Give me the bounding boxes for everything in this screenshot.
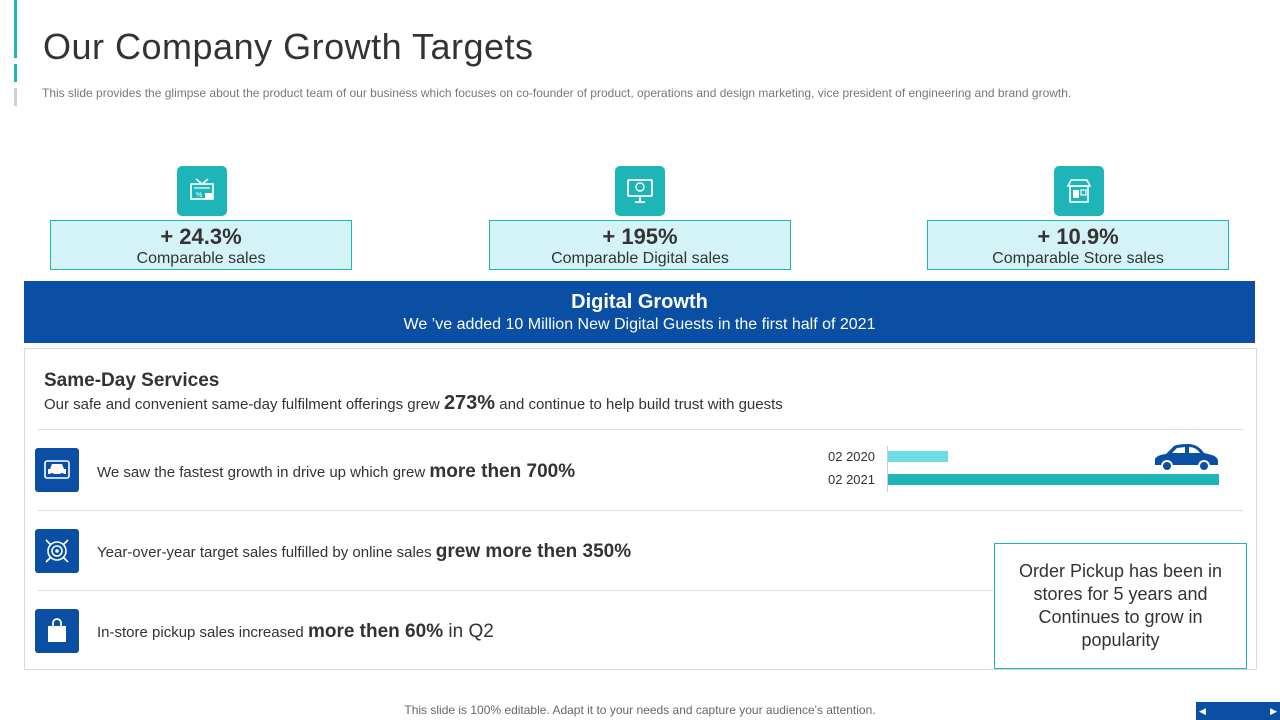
- storefront-icon: [1054, 166, 1104, 216]
- services-description: Our safe and convenient same-day fulfilm…: [44, 392, 783, 415]
- stat-value: + 10.9%: [1037, 224, 1119, 249]
- services-desc-text-end: and continue to help build trust with gu…: [495, 396, 783, 413]
- online-payment-monitor-icon: [615, 166, 665, 216]
- stat-card-digital-sales: + 195% Comparable Digital sales: [489, 220, 791, 270]
- services-panel: [24, 348, 1257, 670]
- stat-label: Comparable sales: [136, 250, 266, 267]
- service-row-in-store-pickup: In-store pickup sales increased more the…: [97, 621, 494, 643]
- stat-label: Comparable Digital sales: [551, 250, 729, 267]
- digital-growth-banner: Digital Growth We ’ve added 10 Million N…: [24, 281, 1255, 343]
- shopping-bag-icon: [35, 609, 79, 653]
- services-title: Same-Day Services: [44, 370, 220, 391]
- row-text: Year-over-year target sales fulfilled by…: [97, 544, 436, 561]
- title-accent-bar-gray: [14, 88, 17, 106]
- bar-label-2020: 02 2020: [828, 449, 875, 464]
- services-desc-highlight: 273%: [443, 392, 496, 414]
- svg-text:%: %: [196, 192, 202, 199]
- services-desc-text: Our safe and convenient same-day fulfilm…: [44, 396, 444, 413]
- order-pickup-callout: Order Pickup has been in stores for 5 ye…: [994, 543, 1247, 669]
- row-text: We saw the fastest growth in drive up wh…: [97, 464, 430, 481]
- stat-card-comparable-sales: + 24.3% Comparable sales: [50, 220, 352, 270]
- banner-title: Digital Growth: [571, 291, 708, 313]
- title-accent-bar-small: [14, 64, 17, 82]
- row-highlight: more then 60%: [307, 621, 444, 642]
- stat-value: + 195%: [602, 224, 678, 249]
- banner-text: We ’ve added 10 Million New Digital Gues…: [403, 316, 876, 333]
- divider: [38, 429, 1243, 430]
- slide-nav: ◀ ▶: [1196, 702, 1280, 720]
- service-row-online-sales: Year-over-year target sales fulfilled by…: [97, 541, 631, 563]
- row-tail: in Q2: [443, 621, 494, 642]
- title-accent-bar: [14, 0, 17, 58]
- stat-card-store-sales: + 10.9% Comparable Store sales: [927, 220, 1229, 270]
- bar-2021: [888, 474, 1219, 485]
- row-highlight: grew more then 350%: [435, 541, 632, 562]
- page-title: Our Company Growth Targets: [43, 26, 534, 67]
- bar-label-2021: 02 2021: [828, 472, 875, 487]
- row-highlight: more then 700%: [429, 461, 576, 482]
- car-icon: [35, 448, 79, 492]
- target-icon: [35, 529, 79, 573]
- footer-note: This slide is 100% editable. Adapt it to…: [404, 703, 876, 717]
- bar-2020: [888, 451, 948, 462]
- car-icon: [1152, 443, 1220, 480]
- shopping-sale-icon: %: [177, 166, 227, 216]
- divider: [38, 510, 1243, 511]
- prev-slide-icon[interactable]: ◀: [1199, 706, 1206, 716]
- page-subtitle: This slide provides the glimpse about th…: [42, 86, 1072, 100]
- row-text: In-store pickup sales increased: [97, 624, 308, 641]
- stat-label: Comparable Store sales: [992, 250, 1164, 267]
- next-slide-icon[interactable]: ▶: [1270, 706, 1277, 716]
- service-row-drive-up: We saw the fastest growth in drive up wh…: [97, 461, 575, 483]
- stat-value: + 24.3%: [160, 224, 242, 249]
- bar-axis: [887, 446, 888, 492]
- divider: [38, 590, 993, 591]
